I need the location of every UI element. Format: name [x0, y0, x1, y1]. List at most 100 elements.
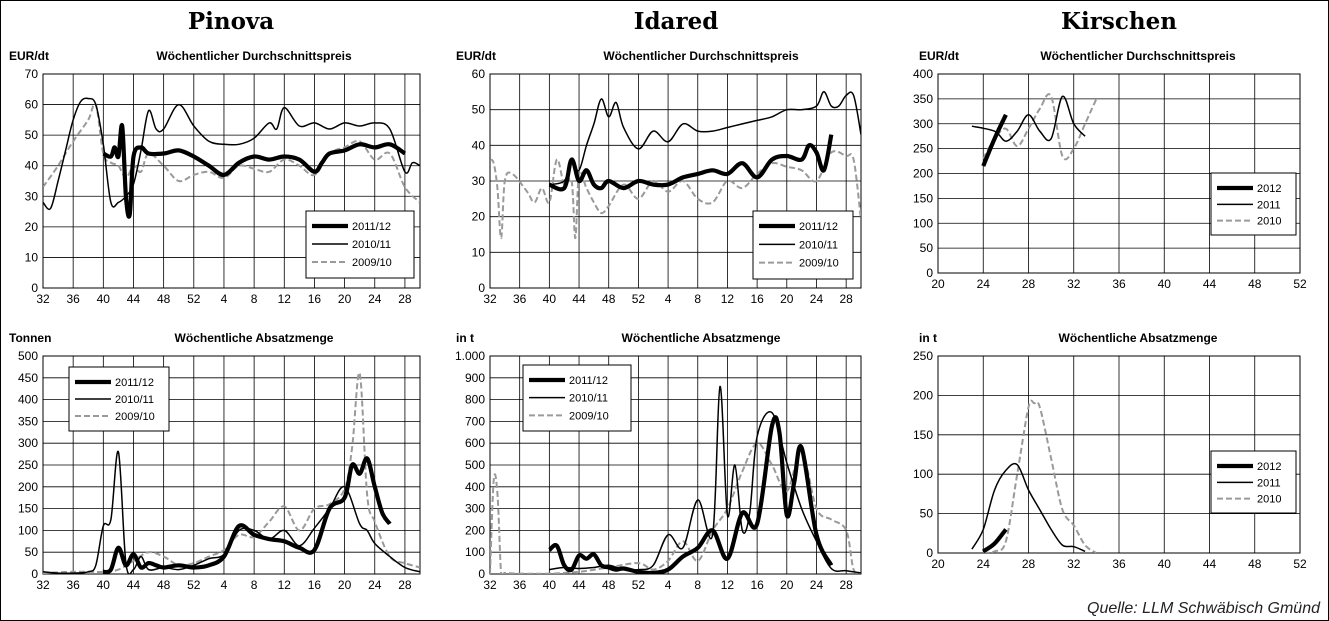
x-tick-label: 8 — [251, 292, 258, 306]
y-tick-label: 40 — [25, 159, 39, 173]
fruit-title: Pinova — [188, 8, 274, 35]
series-line-2010-11 — [43, 97, 420, 211]
unit-label: EUR/dt — [9, 49, 49, 63]
y-tick-label: 50 — [920, 241, 934, 255]
x-tick-label: 16 — [308, 578, 322, 592]
y-tick-label: 450 — [18, 371, 38, 385]
x-tick-label: 44 — [127, 292, 141, 306]
x-tick-label: 48 — [1248, 557, 1262, 571]
x-tick-label: 44 — [127, 578, 141, 592]
legend-entry: 2011 — [1257, 199, 1281, 211]
series-line-2012 — [982, 528, 1008, 553]
plot-frame — [489, 355, 862, 575]
plot-frame — [489, 73, 862, 289]
y-tick-label: 200 — [18, 480, 38, 494]
y-tick-label: 30 — [472, 174, 486, 188]
chart-panel-2: Idared EUR/dt Wöchentlicher Durchschnittsp… — [456, 8, 862, 306]
y-tick-label: 250 — [18, 458, 38, 472]
x-tick-label: 36 — [1112, 557, 1126, 571]
y-tick-label: 0 — [926, 546, 933, 560]
y-tick-label: 0 — [926, 266, 933, 280]
legend-entry: 2010/11 — [352, 239, 391, 251]
y-tick-label: 700 — [465, 414, 485, 428]
x-tick-label: 36 — [513, 578, 527, 592]
series-line-2011-12 — [102, 123, 407, 219]
chart-title: Wöchentlicher Durchschnittspreis — [603, 49, 799, 63]
y-tick-label: 0 — [478, 567, 485, 581]
x-tick-label: 52 — [187, 578, 201, 592]
y-tick-label: 0 — [478, 281, 485, 295]
x-tick-label: 40 — [97, 292, 111, 306]
plot-frame — [42, 73, 421, 289]
legend-entry: 2010/11 — [115, 394, 154, 406]
legend-entry: 2012 — [1257, 183, 1281, 195]
chart-title: Wöchentliche Absatzmenge — [175, 331, 334, 345]
legend-entry: 2011/12 — [352, 221, 391, 233]
x-tick-label: 36 — [1112, 277, 1126, 291]
y-tick-label: 300 — [913, 117, 933, 131]
series-line-2012 — [981, 113, 1008, 167]
x-tick-label: 12 — [278, 292, 292, 306]
legend-entry: 2011/12 — [799, 221, 838, 233]
x-tick-label: 24 — [368, 578, 382, 592]
x-tick-label: 8 — [251, 578, 258, 592]
x-tick-label: 28 — [398, 578, 412, 592]
x-tick-label: 16 — [750, 292, 764, 306]
y-tick-label: 0 — [31, 567, 38, 581]
x-tick-label: 16 — [750, 578, 764, 592]
y-tick-label: 600 — [465, 436, 485, 450]
fruit-title: Kirschen — [1061, 8, 1177, 35]
plot-frame — [42, 355, 421, 575]
legend-entry: 2009/10 — [115, 411, 155, 423]
unit-label: in t — [456, 331, 474, 345]
x-tick-label: 40 — [543, 292, 557, 306]
y-tick-label: 50 — [25, 545, 39, 559]
chart-panel-4: Tonnen Wöchentliche Absatzmenge 0 50 100 150 2… — [9, 331, 421, 592]
series-line-2010-11 — [549, 91, 861, 186]
series-line-2010 — [983, 399, 1097, 553]
y-tick-label: 400 — [465, 480, 485, 494]
x-tick-label: 32 — [36, 292, 50, 306]
x-tick-label: 20 — [931, 557, 945, 571]
series-line-2011 — [971, 95, 1086, 142]
x-tick-label: 52 — [1293, 557, 1307, 571]
unit-label: EUR/dt — [919, 49, 959, 63]
fruit-title: Idared — [634, 8, 719, 35]
legend-entry: 2012 — [1257, 461, 1281, 473]
y-tick-label: 100 — [913, 467, 933, 481]
y-tick-label: 50 — [472, 103, 486, 117]
x-tick-label: 36 — [66, 578, 80, 592]
x-tick-label: 4 — [221, 578, 228, 592]
y-tick-label: 350 — [913, 92, 933, 106]
y-tick-label: 100 — [18, 523, 38, 537]
x-tick-label: 40 — [1158, 557, 1172, 571]
legend-entry: 2009/10 — [352, 257, 392, 269]
y-tick-label: 500 — [18, 349, 38, 363]
y-tick-label: 20 — [472, 210, 486, 224]
series-line-2010 — [982, 93, 1098, 161]
y-tick-label: 70 — [25, 67, 39, 81]
legend-entry: 2010/11 — [799, 239, 838, 251]
x-tick-label: 20 — [780, 292, 794, 306]
y-tick-label: 30 — [25, 189, 39, 203]
x-tick-label: 32 — [36, 578, 50, 592]
y-tick-label: 250 — [913, 349, 933, 363]
legend-entry: 2011/12 — [569, 375, 608, 387]
x-tick-label: 12 — [278, 578, 292, 592]
legend-entry: 2009/10 — [569, 410, 609, 422]
plot-frame — [937, 355, 1301, 554]
chart-title: Wöchentlicher Durchschnittspreis — [156, 49, 352, 63]
x-tick-label: 52 — [632, 578, 646, 592]
chart-panel-5: in t Wöchentliche Absatzmenge 0 100 200 300 40… — [455, 331, 862, 592]
x-tick-label: 28 — [1022, 557, 1036, 571]
x-tick-label: 32 — [483, 578, 497, 592]
legend-entry: 2010/11 — [569, 393, 608, 405]
x-tick-label: 4 — [665, 292, 672, 306]
y-tick-label: 400 — [913, 67, 933, 81]
x-tick-label: 20 — [780, 578, 794, 592]
x-tick-label: 32 — [1067, 557, 1081, 571]
x-tick-label: 4 — [665, 578, 672, 592]
series-line-2011-12 — [102, 456, 392, 574]
